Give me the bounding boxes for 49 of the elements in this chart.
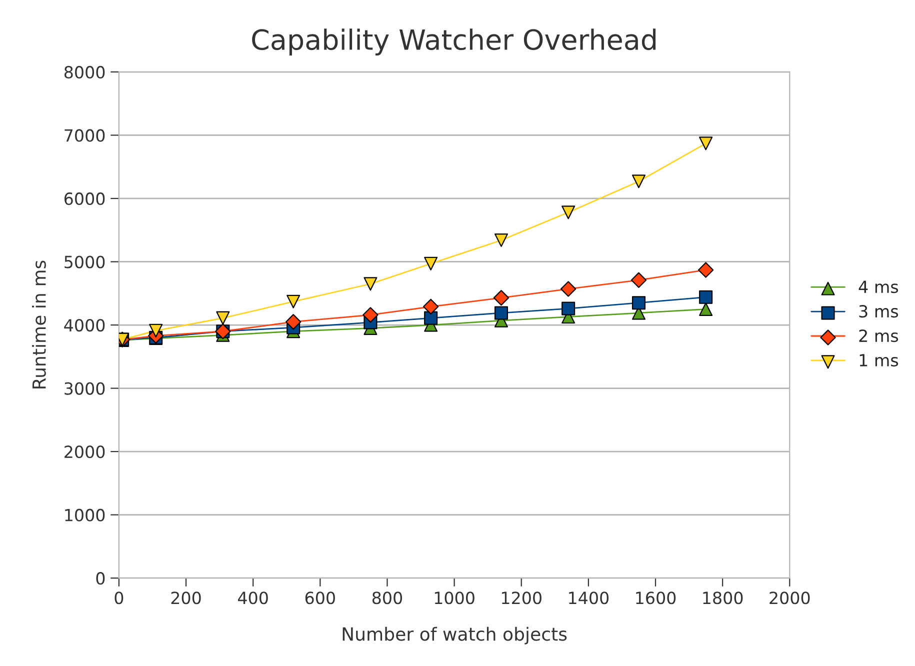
x-tick-label: 0 (114, 592, 124, 604)
point (632, 174, 646, 188)
legend-label: 3 ms (859, 305, 898, 318)
point (699, 290, 713, 304)
y-axis-title: Runtime in ms (32, 260, 46, 388)
x-tick-label: 1200 (502, 592, 542, 604)
chart-title: Capability Watcher Overhead (252, 28, 656, 56)
x-tick-label: 200 (171, 592, 201, 604)
x-tick-label: 800 (372, 592, 402, 604)
y-tick-label: 6000 (64, 192, 105, 206)
x-tick-label: 2000 (770, 592, 810, 604)
point (424, 311, 438, 325)
legend-label: 4 ms (858, 280, 898, 294)
point (630, 272, 647, 288)
x-tick-label: 600 (305, 592, 335, 604)
point (422, 298, 439, 314)
point (216, 311, 230, 325)
point (494, 306, 508, 320)
x-tick-label: 1400 (569, 592, 609, 604)
point (364, 277, 378, 291)
y-tick-label: 4000 (64, 318, 105, 332)
y-tick-label: 5000 (64, 256, 105, 268)
y-tick-label: 7000 (64, 129, 105, 142)
x-axis-title: Number of watch objects (342, 626, 567, 644)
point (560, 281, 576, 297)
point (699, 302, 713, 316)
point (494, 233, 508, 247)
x-tick-label: 400 (238, 592, 268, 604)
x-tick-label: 1800 (703, 592, 743, 604)
point (632, 296, 646, 310)
point (562, 206, 576, 220)
y-tick-label: 8000 (64, 66, 105, 78)
y-tick-label: 2000 (64, 446, 105, 458)
x-tick-label: 1000 (434, 592, 474, 604)
legend-label: 1 ms (860, 354, 898, 367)
y-tick-label: 0 (96, 572, 105, 585)
y-tick-label: 3000 (64, 382, 105, 395)
point (699, 136, 713, 150)
point (362, 307, 378, 323)
point (698, 262, 714, 278)
point (285, 314, 302, 330)
point (286, 294, 300, 308)
point (424, 256, 438, 270)
point (562, 302, 576, 316)
y-tick-label: 1000 (65, 508, 105, 522)
point (493, 290, 510, 306)
point (149, 324, 163, 338)
legend-label: 2 ms (859, 329, 898, 342)
x-tick-label: 1600 (636, 592, 676, 604)
